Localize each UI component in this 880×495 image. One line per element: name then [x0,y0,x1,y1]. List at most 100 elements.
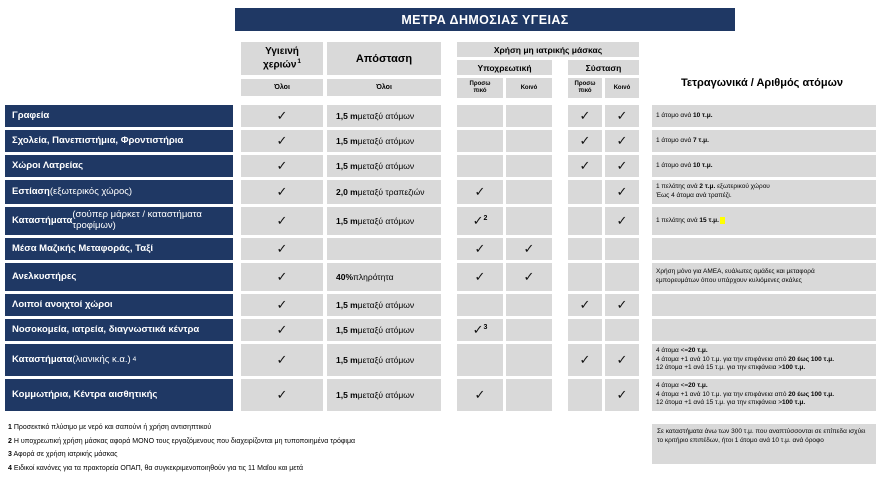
mask-recommended-staff-cell [568,379,602,411]
note-line: 12 άτομα +1 ανά 15 τ.μ. για την επιφάνει… [656,399,806,407]
note-cell: 4 άτομα <=20 τ.μ. 4 άτομα +1 ανά 10 τ.μ. … [652,379,876,411]
mask-mandatory-public-cell [506,294,552,316]
distance-cell: 1,5 m μεταξύ ατόμων [327,130,441,152]
note-cell: Χρήση μόνο για ΑΜΕΑ, ευάλωτες ομάδες και… [652,263,876,291]
mandatory-header: Υποχρεωτική [457,60,552,75]
mask-recommended-public-cell: ✓ [605,130,639,152]
highlight-mark [719,216,725,224]
mask-recommended-staff-cell: ✓ [568,105,602,127]
mask-recommended-staff-cell [568,180,602,204]
check-icon: ✓ [276,108,288,124]
check-icon: ✓ [616,108,628,124]
distance-cell [327,238,441,260]
table-row: Σχολεία, Πανεπιστήμια, Φροντιστήρια ✓ 1,5 … [0,130,880,152]
row-label: Καταστήματα (λιανικής κ.α.) 4 [5,344,233,376]
table-row: Νοσοκομεία, ιατρεία, διαγνωστικά κέντρα ✓… [0,319,880,341]
mask-recommended-public-cell [605,319,639,341]
check-icon: ✓ [276,213,288,229]
note-line: Χρήση μόνο για ΑΜΕΑ, ευάλωτες ομάδες και… [656,268,815,276]
mask-mandatory-public-cell [506,155,552,177]
hygiene-cell: ✓ [241,263,323,291]
mask-mandatory-staff-cell [457,344,503,376]
page-title: ΜΕΤΡΑ ΔΗΜΟΣΙΑΣ ΥΓΕΙΑΣ [235,8,735,31]
check-icon: ✓ [276,184,288,200]
table-row: Χώροι Λατρείας ✓ 1,5 m μεταξύ ατόμων ✓ ✓ 1 άτ… [0,155,880,177]
hygiene-cell: ✓ [241,294,323,316]
distance-cell: 2,0 m μεταξύ τραπεζιών [327,180,441,204]
note-line: 4 άτομα <=20 τ.μ. [656,347,708,355]
note-line: 4 άτομα <=20 τ.μ. [656,382,708,390]
mask-mandatory-public-cell [506,105,552,127]
check-icon: ✓ [276,352,288,368]
check-icon: ✓ [474,269,486,285]
footnotes: 1 Προσεκτικό πλύσιμο με νερό και σαπούνι… [8,424,608,478]
check-icon: ✓ [276,133,288,149]
check-footnote-ref: 3 [483,323,488,331]
check-icon: ✓ [474,387,486,403]
mask-mandatory-staff-cell [457,155,503,177]
mask-mandatory-public-cell [506,319,552,341]
note-cell [652,294,876,316]
note-line: 12 άτομα +1 ανά 15 τ.μ. για την επιφάνει… [656,364,806,372]
mask-mandatory-staff-cell: ✓ 2 [457,207,503,235]
note-line: 1 πελάτης ανά 2 τ.μ. εξωτερικού χώρου [656,183,770,191]
hand-hygiene-header-text: Υγιεινή χεριών1 [262,46,302,71]
recommended-public-subheader: Κοινό [605,78,639,98]
row-label: Μέσα Μαζικής Μεταφοράς, Ταξί [5,238,233,260]
check-icon: ✓ [276,387,288,403]
check-icon: ✓ [276,269,288,285]
note-cell [652,238,876,260]
note-cell [652,319,876,341]
mask-recommended-staff-cell [568,207,602,235]
check-icon: ✓ [579,108,591,124]
note-cell: 1 άτομο ανά 10 τ.μ. [652,105,876,127]
table-row: Εστίαση (εξωτερικός χώρος) ✓ 2,0 m μεταξύ … [0,180,880,204]
mask-recommended-staff-cell: ✓ [568,294,602,316]
mask-recommended-staff-cell: ✓ [568,130,602,152]
mask-mandatory-public-cell: ✓ [506,263,552,291]
note-line: εμπορευμάτων όπου υπάρχουν κυλιόμενες σκ… [656,277,802,284]
mask-recommended-staff-cell [568,319,602,341]
table-row: Λοιποί ανοιχτοί χώροι ✓ 1,5 m μεταξύ ατόμω… [0,294,880,316]
all-subheader-hygiene: Όλοι [241,79,323,96]
mask-mandatory-staff-cell: ✓ [457,263,503,291]
hygiene-cell: ✓ [241,180,323,204]
mask-recommended-public-cell: ✓ [605,207,639,235]
hygiene-cell: ✓ [241,344,323,376]
mask-recommended-public-cell [605,238,639,260]
all-subheader-distance: Όλοι [327,79,441,96]
table-row: Μέσα Μαζικής Μεταφοράς, Ταξί ✓ ✓ ✓ [0,238,880,260]
mask-recommended-staff-cell [568,263,602,291]
note-line: 1 άτομο ανά 10 τ.μ. [656,111,713,119]
mask-mandatory-staff-cell: ✓ [457,379,503,411]
side-note: Σε καταστήματα άνω των 300 τ.μ. που αναπ… [652,424,876,464]
mask-recommended-public-cell: ✓ [605,105,639,127]
mask-recommended-public-cell: ✓ [605,294,639,316]
check-icon: ✓ [276,322,288,338]
row-label: Σχολεία, Πανεπιστήμια, Φροντιστήρια [5,130,233,152]
mask-usage-header: Χρήση μη ιατρικής μάσκας [457,42,639,57]
check-icon: ✓ [579,297,591,313]
check-icon: ✓ [616,158,628,174]
hygiene-cell: ✓ [241,319,323,341]
hygiene-cell: ✓ [241,155,323,177]
recommended-staff-subheader: Προσω πικό [568,78,602,98]
check-icon: ✓ [523,269,535,285]
footnote: 4 Ειδικοί κανόνες για τα πρακτορεία ΟΠΑΠ… [8,464,304,472]
mask-mandatory-public-cell: ✓ [506,238,552,260]
distance-cell: 1,5 m μεταξύ ατόμων [327,379,441,411]
mask-mandatory-staff-cell: ✓ [457,238,503,260]
table-row: Ανελκυστήρες ✓ 40% πληρότητα ✓ ✓ Χρήση μόνο γ… [0,263,880,291]
check-icon: ✓ [616,297,628,313]
sqm-per-person-header: Τετραγωνικά / Αριθμός ατόμων [681,77,843,89]
check-icon: ✓ [579,158,591,174]
check-icon: ✓ [276,297,288,313]
check-icon: ✓ [474,184,486,200]
mask-mandatory-public-cell [506,379,552,411]
row-label: Ανελκυστήρες [5,263,233,291]
mask-mandatory-public-cell [506,180,552,204]
distance-cell: 1,5 m μεταξύ ατόμων [327,344,441,376]
check-icon: ✓ [616,213,628,229]
row-label: Γραφεία [5,105,233,127]
